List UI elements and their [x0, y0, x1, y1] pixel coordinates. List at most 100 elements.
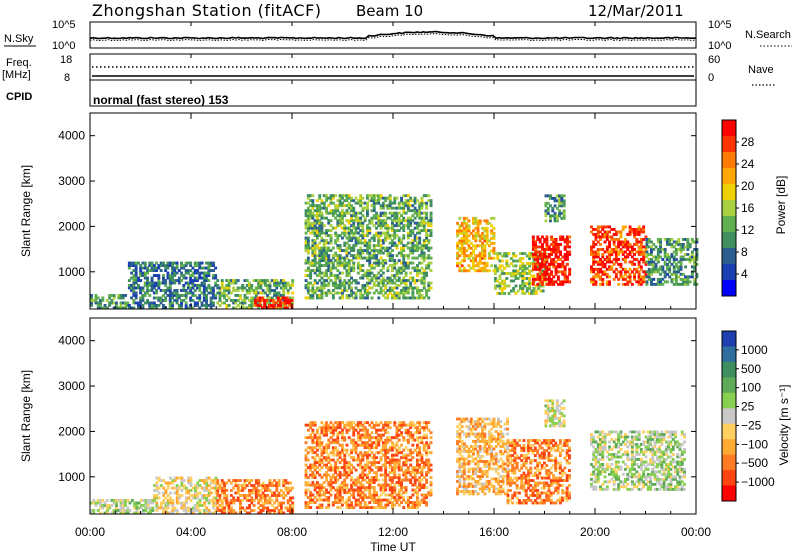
heatmap-cell [541, 248, 544, 251]
heatmap-cell [532, 292, 536, 295]
heatmap-cell [149, 501, 152, 505]
heatmap-cell [409, 196, 413, 200]
heatmap-cell [359, 463, 363, 467]
heatmap-cell [191, 281, 195, 285]
heatmap-cell [205, 271, 208, 275]
heatmap-cell [214, 491, 218, 495]
heatmap-cell [318, 241, 322, 245]
heatmap-cell [334, 234, 338, 237]
heatmap-cell [590, 265, 593, 269]
heatmap-cell [619, 248, 623, 251]
heatmap-cell [370, 204, 374, 208]
heatmap-cell [148, 261, 152, 265]
heatmap-cell [617, 245, 621, 249]
heatmap-cell [313, 224, 317, 228]
heatmap-cell [456, 221, 459, 225]
heatmap-cell [289, 506, 292, 510]
heatmap-cell [637, 253, 641, 256]
heatmap-cell [397, 461, 401, 464]
heatmap-cell [115, 499, 118, 502]
heatmap-cell [543, 238, 547, 241]
heatmap-cell [331, 431, 335, 435]
heatmap-cell [386, 296, 390, 300]
heatmap-cell [650, 267, 653, 271]
heatmap-cell [331, 433, 335, 437]
heatmap-cell [381, 261, 385, 265]
heatmap-cell [250, 484, 254, 487]
heatmap-cell [350, 246, 353, 250]
heatmap-cell [633, 248, 636, 251]
heatmap-cell [184, 304, 188, 307]
heatmap-cell [556, 255, 560, 259]
heatmap-cell [361, 483, 365, 487]
heatmap-cell [318, 254, 322, 257]
heatmap-cell [234, 279, 238, 282]
heatmap-cell [420, 219, 424, 223]
heatmap-cell [121, 501, 125, 505]
heatmap-cell [543, 253, 547, 256]
heatmap-cell [322, 284, 326, 287]
heatmap-cell [514, 254, 518, 258]
heatmap-cell [325, 498, 328, 502]
heatmap-cell [248, 289, 251, 292]
heatmap-cell [391, 503, 394, 507]
heatmap-cell [141, 274, 145, 277]
heatmap-cell [336, 221, 340, 225]
heatmap-cell [496, 269, 500, 273]
heatmap-cell [320, 251, 324, 255]
heatmap-cell [642, 228, 646, 231]
heatmap-cell [554, 238, 558, 241]
heatmap-cell [363, 219, 367, 223]
heatmap-cell [331, 486, 335, 489]
heatmap-cell [483, 229, 487, 233]
heatmap-cell [334, 501, 338, 504]
nave-tick-top: 60 [708, 54, 720, 66]
heatmap-cell [368, 264, 372, 267]
heatmap-cell [549, 196, 552, 200]
heatmap-cell [347, 244, 351, 247]
heatmap-cell [205, 301, 208, 305]
heatmap-cell [220, 499, 224, 502]
heatmap-cell [232, 279, 236, 282]
heatmap-cell [647, 238, 651, 241]
heatmap-cell [318, 206, 322, 210]
heatmap-cell [239, 301, 242, 305]
heatmap-cell [603, 262, 607, 266]
heatmap-cell [322, 241, 326, 245]
heatmap-cell [677, 248, 681, 251]
heatmap-cell [94, 296, 98, 300]
heatmap-cell [532, 259, 536, 263]
heatmap-cell [325, 246, 328, 250]
heatmap-cell [656, 248, 660, 251]
heatmap-cell [359, 224, 363, 228]
heatmap-cell [250, 489, 254, 492]
heatmap-cell [134, 296, 138, 300]
heatmap-cell [150, 304, 154, 307]
heatmap-cell [422, 241, 426, 245]
heatmap-cell [458, 241, 462, 245]
heatmap-cell [670, 277, 674, 281]
heatmap-cell [592, 275, 596, 279]
heatmap-cell [241, 289, 245, 292]
heatmap-cell [386, 196, 390, 200]
heatmap-cell [311, 201, 315, 205]
heatmap-cell [695, 250, 699, 254]
heatmap-cell [311, 214, 315, 218]
heatmap-cell [458, 249, 462, 253]
heatmap-cell [544, 214, 548, 218]
heatmap-cell [400, 466, 403, 469]
heatmap-cell [341, 473, 344, 477]
heatmap-cell [327, 483, 331, 487]
heatmap-cell [261, 289, 265, 292]
heatmap-cell [205, 506, 209, 510]
heatmap-cell [320, 451, 324, 455]
heatmap-cell [182, 504, 186, 507]
heatmap-cell [391, 493, 394, 497]
heatmap-cell [162, 289, 165, 292]
heatmap-cell [413, 236, 417, 240]
heatmap-cell [409, 281, 413, 285]
heatmap-cell [409, 231, 413, 235]
heatmap-cell [277, 294, 281, 297]
heatmap-cell [155, 484, 159, 487]
heatmap-cell [318, 473, 322, 477]
